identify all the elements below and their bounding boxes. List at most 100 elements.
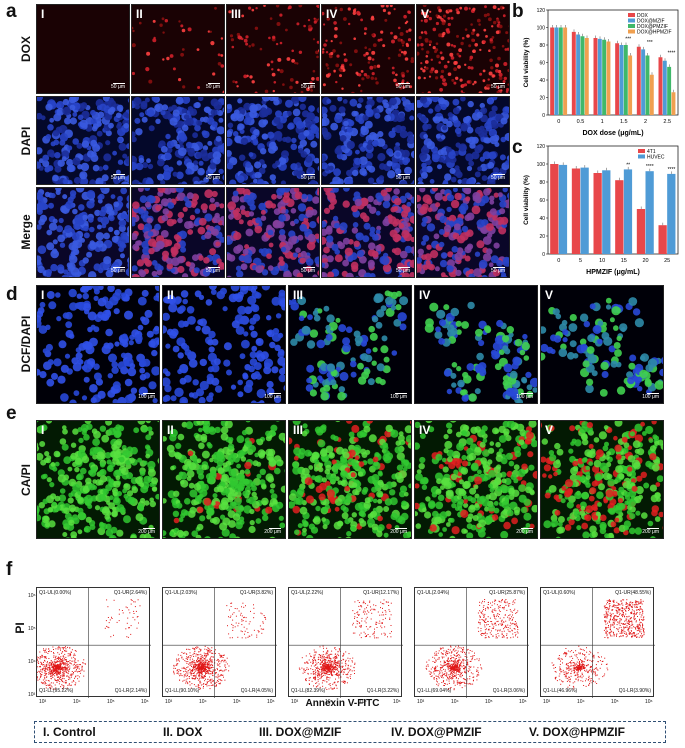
dapi-micrograph-1: 50 μm (36, 96, 130, 185)
flow-plot-5-dots (541, 588, 655, 698)
panel-c-bar-1-1 (550, 164, 559, 254)
flow-plot-4-ll: Q1-LL(69.04%) (417, 688, 452, 694)
flow-plot-4-xtick-3: 10⁵ (485, 699, 493, 705)
panel-b-bar-3-6 (667, 66, 672, 116)
dox-micrograph-5-scale-text: 50 μm (491, 84, 505, 90)
panel-b-xtick-6: 2.5 (663, 119, 671, 125)
panel-d-row-label: DCF/DAPI (19, 315, 33, 373)
panel-a-row-label-merge: Merge (19, 214, 33, 250)
panel-c-xtick-6: 25 (664, 258, 670, 264)
panel-b-ytick-2: 20 (539, 96, 545, 102)
dox-micrograph-1-scale-bar (113, 83, 125, 84)
panel-f-xlabel: Annexin V-FITC (305, 698, 380, 709)
flow-plot-2-xtick-1: 10³ (165, 699, 173, 705)
flow-plot-5-xtick-4: 10⁶ (645, 699, 653, 705)
panel-b-legend-swatch-4 (628, 29, 635, 34)
panel-letter-c: c (512, 137, 523, 158)
panel-c-bar-1-3 (593, 173, 602, 254)
flow-plot-5-ur: Q1-UR(48.55%) (615, 590, 651, 596)
flow-plot-1-ul: Q1-UL(0.00%) (39, 590, 72, 596)
flow-plot-3-dots (289, 588, 403, 698)
ca-pi-micrograph-5-label: V (545, 423, 554, 437)
panel-e-row-label: CA/PI (19, 463, 33, 497)
merge-micrograph-2-texture (132, 188, 224, 277)
flow-plot-2-ll: Q1-LL(90.10%) (165, 688, 200, 694)
panel-c-ytick-4: 60 (539, 198, 545, 204)
panel-c-bar-2-1 (558, 164, 568, 254)
dcf-micrograph-3: III 100 μm (288, 285, 412, 404)
panel-c-bar-1-4 (615, 180, 624, 254)
dapi-micrograph-5-scale-bar (493, 174, 505, 175)
flow-plot-2-lr: Q1-LR(4.05%) (240, 688, 273, 694)
dcf-micrograph-2: II 100 μm (162, 285, 286, 404)
flow-plot-3-ll: Q1-LL(82.39%) (291, 688, 326, 694)
dox-micrograph-4-scale-text: 50 μm (396, 84, 410, 90)
flow-plot-4: Q1-UL(2.04%) Q1-UR(25.87%) Q1-LL(69.04%) Q1… (414, 587, 529, 705)
flow-plot-1-xtick-3: 10⁵ (107, 699, 115, 705)
flow-plot-3-ur: Q1-UR(12.17%) (363, 590, 399, 596)
panel-c-ytick-2: 20 (539, 234, 545, 240)
ca-pi-micrograph-2-label: II (167, 423, 174, 437)
panel-b-bar-1-5 (636, 46, 641, 115)
flow-plot-3-xtick-3: 10⁵ (359, 699, 367, 705)
dox-micrograph-1-texture (37, 5, 130, 94)
ca-pi-micrograph-3-label: III (293, 423, 304, 437)
panel-b-bar-4-1 (563, 27, 568, 115)
ca-pi-micrograph-4-scale-bar (521, 528, 533, 529)
panel-b-xtick-4: 1.5 (620, 119, 628, 125)
dox-micrograph-2-scale-bar (208, 83, 220, 84)
group-legend: I. Control II. DOX III. DOX@MZIF IV. DOX… (34, 721, 666, 743)
panel-b-annotation-1: *** (625, 36, 631, 42)
ca-pi-micrograph-3-scale-bar (395, 528, 407, 529)
dox-micrograph-2: II 50 μm (131, 4, 225, 94)
panel-b-bar-1-2 (571, 31, 576, 116)
panel-b-legend-swatch-2 (628, 18, 635, 23)
dcf-micrograph-4-texture (424, 301, 537, 403)
merge-micrograph-5-scale-text: 50 μm (491, 268, 505, 274)
panel-b-bar-3-3 (602, 39, 607, 115)
merge-micrograph-4-scale-text: 50 μm (396, 268, 410, 274)
legend-item-dox-hpmzif: V. DOX@HPMZIF (529, 725, 625, 739)
flow-plot-3-ul: Q1-UL(2.22%) (291, 590, 324, 596)
dox-micrograph-2-scale-text: 50 μm (206, 84, 220, 90)
flow-plot-2: Q1-UL(2.03%) Q1-UR(3.82%) Q1-LL(90.10%) Q1-… (162, 587, 277, 705)
panel-b-bar-3-1 (558, 27, 563, 115)
panel-b-bar-2-5 (641, 49, 646, 116)
panel-c-bar-1-5 (636, 209, 646, 254)
panel-letter-a: a (6, 1, 17, 22)
merge-micrograph-5-scale-bar (493, 267, 505, 268)
ca-pi-micrograph-5-scale-bar (647, 528, 659, 529)
panel-b-bar-3-2 (580, 36, 585, 115)
panel-c-ytick-3: 40 (539, 216, 545, 222)
dapi-micrograph-5-scale-text: 50 μm (491, 175, 505, 181)
dcf-micrograph-5-scale-bar (647, 393, 659, 394)
flow-plot-ytick-4: 10⁶ (28, 593, 36, 599)
flow-plot-3-xtick-1: 10³ (291, 699, 299, 705)
panel-b-xtick-2: 0.5 (577, 119, 585, 125)
dcf-micrograph-3-scale-bar (395, 393, 407, 394)
panel-c-ylabel: Cell viability (%) (523, 175, 530, 225)
merge-micrograph-2-scale-text: 50 μm (206, 268, 220, 274)
flow-plot-5-xtick-2: 10⁴ (577, 699, 585, 705)
dox-micrograph-3-scale-bar (303, 83, 315, 84)
panel-b-xtick-1: 0 (557, 119, 560, 125)
dcf-micrograph-5-label: V (545, 288, 554, 302)
merge-micrograph-1: 50 μm (36, 187, 130, 278)
dapi-micrograph-4-scale-text: 50 μm (396, 175, 410, 181)
flow-plot-2-xtick-2: 10⁴ (199, 699, 207, 705)
panel-b-ytick-3: 40 (539, 78, 545, 84)
legend-item-dox-pmzif: IV. DOX@PMZIF (391, 725, 482, 739)
panel-c-ytick-6: 100 (537, 162, 546, 168)
flow-plot-4-dots (415, 588, 529, 698)
panel-b-bar-2-4 (619, 45, 624, 115)
panel-c-chart: 0 20 40 60 80 100 120 0 5 10 15 20 25 ** **** **** 4T1 HU… (520, 140, 682, 278)
flow-plot-5-xtick-1: 10³ (543, 699, 551, 705)
ca-pi-micrograph-4: IV 200 μm (414, 420, 538, 539)
merge-micrograph-5-texture (417, 188, 509, 277)
dcf-micrograph-1-scale-bar (143, 393, 155, 394)
flow-plot-3-xtick-4: 10⁶ (393, 699, 401, 705)
dox-micrograph-2-texture (132, 6, 224, 93)
panel-a-row-label-dapi: DAPI (19, 126, 33, 156)
ca-pi-micrograph-3-scale-text: 200 μm (390, 529, 407, 535)
